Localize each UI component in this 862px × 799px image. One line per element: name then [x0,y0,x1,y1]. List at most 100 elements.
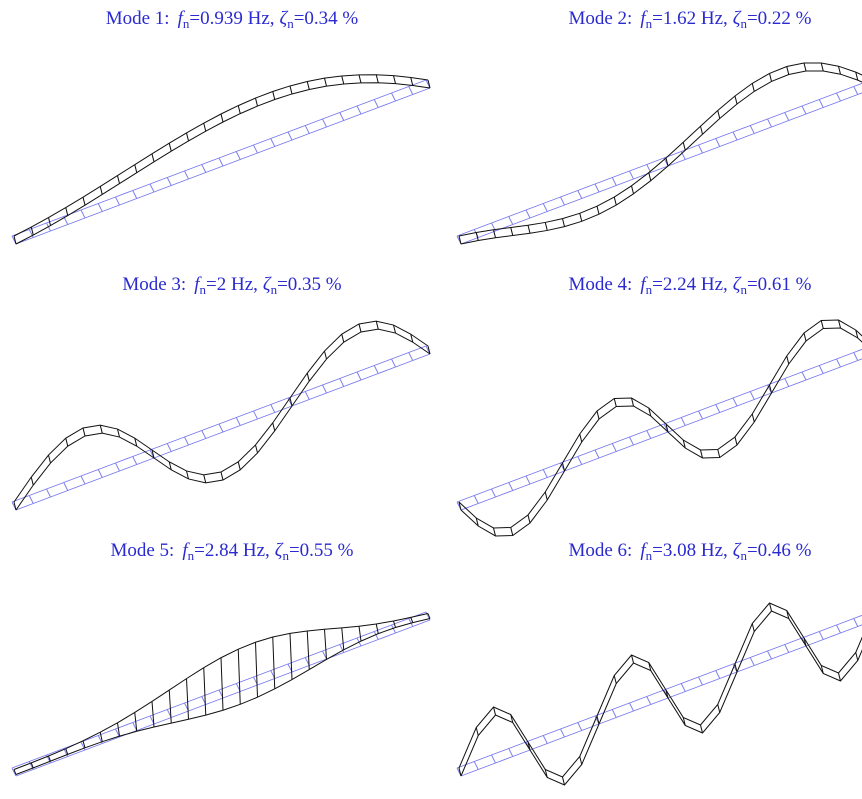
deck-rung [322,650,327,660]
deck-rung [560,728,565,738]
shape-rung [272,637,276,689]
shape-rung [613,398,617,407]
deck-rung [818,365,824,374]
shape-rung [65,207,69,216]
shape-rung [203,667,207,716]
mode-label: Mode 1: [106,8,170,29]
subscript: n [183,16,190,31]
frequency-symbol: f [178,8,186,29]
deck-rung [218,157,224,167]
deck-rung [408,352,414,361]
damping-value: 0.55 % [300,540,354,561]
shape-rung [272,91,276,100]
deck-edge [15,353,431,511]
shape-edge [460,70,862,245]
frequency-symbol: f [194,274,202,295]
shape-edge [13,74,429,237]
deck-rung [698,410,703,420]
shape-rung [341,627,345,650]
shape-rung [717,449,721,458]
shape-edge [15,82,431,245]
separator: , [723,8,728,29]
deck-rung [339,644,345,653]
shape-rung [596,410,600,420]
deck-rung [46,488,51,498]
deck-rung [201,164,207,173]
deck-rung [715,404,721,413]
shape-rung [375,74,379,83]
deck-rung [698,144,703,154]
shape-rung [544,491,548,501]
mode-shape [458,602,862,786]
shape-rung [220,657,224,711]
deck-rung [304,391,310,400]
shape-rung [375,321,379,330]
shape-edge [460,610,862,786]
shape-rung [289,633,293,680]
damping-symbol: ζ [733,540,742,561]
shape-rung [458,501,462,511]
mode-label: Mode 5: [110,540,174,561]
equals: = [277,274,288,295]
deck-rung [373,99,379,108]
subscript: n [740,282,747,297]
separator: , [723,274,728,295]
deck-rung [749,391,755,400]
shape-edge [13,613,429,770]
shape-rung [579,433,583,443]
panel-title: Mode 1: fn=0.939 Hz, ζn=0.34 % [106,8,359,31]
subscript: n [271,282,278,297]
shape-edge [458,62,862,237]
shape-rung [855,71,859,81]
shape-rung [220,471,224,481]
reference-deck [11,79,431,245]
mode-label: Mode 6: [568,540,632,561]
deck-rung [784,378,790,387]
frequency-value: 1.62 Hz [663,8,723,29]
shape-rung [151,153,155,162]
mode-shape [13,74,431,245]
deck-rung [767,650,772,660]
shape-rung [30,226,34,236]
shape-rung [665,157,669,167]
shape-rung [375,623,379,634]
separator: , [723,540,728,561]
damping-value: 0.46 % [758,540,812,561]
mode-label: Mode 4: [568,274,632,295]
frequency-value: 3.08 Hz [663,540,723,561]
frequency-value: 2.24 Hz [663,274,723,295]
deck-rung [542,735,548,744]
shape-rung [855,652,859,661]
shape-rung [220,113,224,123]
shape-rung [289,397,293,407]
deck-rung [80,209,86,219]
shape-rung [458,235,462,245]
deck-edge [11,345,427,503]
shape-rung [596,206,600,215]
equals: = [294,8,305,29]
deck-rung [594,449,600,459]
shape-rung [838,66,841,75]
subscript: n [646,282,653,297]
deck-rung [577,456,583,465]
shape-rung [427,345,431,355]
deck-rung [391,624,396,634]
separator: , [270,8,275,29]
deck-rung [611,709,617,718]
shape-edge [13,320,429,503]
deck-rung [611,177,617,186]
shape-rung [579,213,583,222]
deck-rung [235,151,241,160]
deck-rung [201,430,207,439]
shape-rung [648,407,652,417]
deck-rung [542,469,548,478]
shape-rung [289,85,293,95]
deck-rung [80,741,86,751]
shape-rung [358,626,362,642]
deck-rung [646,696,652,705]
shape-rung [682,142,686,151]
deck-rung [749,657,755,666]
shape-rung [99,186,103,195]
shape-rung [237,461,241,470]
shape-rung [99,732,103,742]
